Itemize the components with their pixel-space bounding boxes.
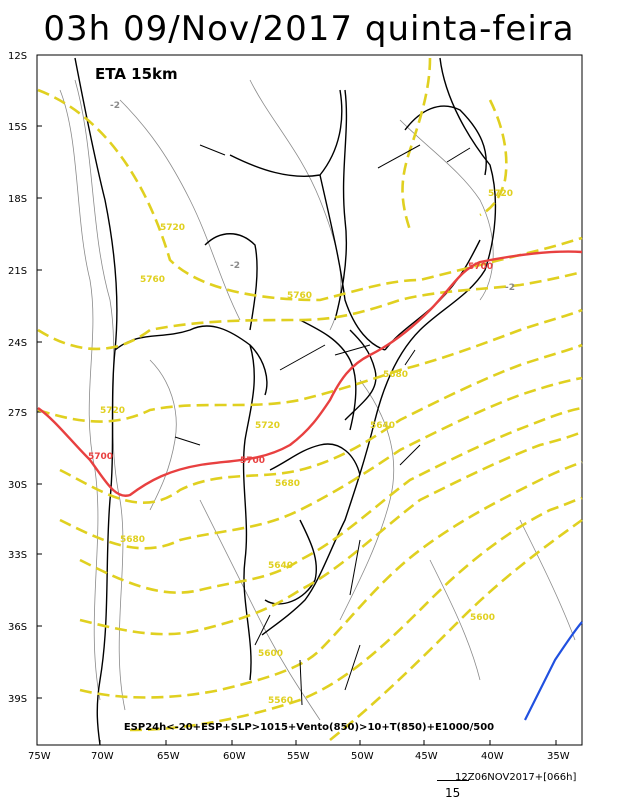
lat-ticks: 12S 15S 18S 21S 24S 27S 30S 33S 36S 39S — [8, 51, 42, 705]
contour-label: -2 — [505, 283, 515, 293]
lat-label: 30S — [8, 480, 27, 491]
contour-label: 5760 — [140, 275, 165, 285]
lat-label: 21S — [8, 266, 27, 277]
contour-label: 5680 — [383, 370, 408, 380]
contour-label: 5600 — [470, 613, 495, 623]
contour-label: 5680 — [120, 535, 145, 545]
lon-label: 75W — [28, 751, 51, 762]
thickness-contours — [37, 57, 583, 742]
slp-labels: -2 -2 -2 — [110, 101, 515, 293]
contour-label: -2 — [110, 101, 120, 111]
lat-label: 12S — [8, 51, 27, 62]
wind-vectors — [174, 144, 471, 706]
lon-label: 40W — [481, 751, 504, 762]
contour-label: 5720 — [100, 406, 125, 416]
lon-label: 70W — [91, 751, 114, 762]
contour-label: 5700 — [88, 452, 113, 462]
contour-label: 5760 — [287, 291, 312, 301]
contour-label: 5560 — [268, 696, 293, 706]
lat-label: 15S — [8, 122, 27, 133]
contour-label: 5640 — [370, 421, 395, 431]
lat-label: 27S — [8, 408, 27, 419]
contour-label: 5680 — [275, 479, 300, 489]
lon-label: 60W — [223, 751, 246, 762]
lat-label: 39S — [8, 694, 27, 705]
lon-label: 65W — [157, 751, 180, 762]
contour-label: 5700 — [468, 262, 493, 272]
lat-label: 18S — [8, 194, 27, 205]
field-legend: ESP24h<-20+ESP+SLP>1015+Vento(850)>10+T(… — [123, 722, 495, 733]
model-label: ETA 15km — [95, 65, 178, 83]
lat-label: 24S — [8, 338, 27, 349]
run-timestamp: 12Z06NOV2017+[066h] — [455, 772, 577, 783]
thickness-labels: 5760 5720 5720 5680 5640 5600 5560 5720 … — [100, 189, 513, 706]
contour-label: 5600 — [258, 649, 283, 659]
contour-label: 5720 — [255, 421, 280, 431]
lon-label: 50W — [351, 751, 374, 762]
coastline — [261, 57, 497, 636]
lon-ticks: 75W 70W 65W 60W 55W 50W 45W 40W 35W — [28, 740, 570, 762]
thickness-5700-line — [37, 250, 583, 497]
lat-label: 33S — [8, 550, 27, 561]
wind-scale-value: 15 — [445, 786, 461, 800]
contour-label: 5720 — [488, 189, 513, 199]
contour-label: -2 — [230, 261, 240, 271]
political-borders — [74, 57, 487, 746]
contour-label: 5700 — [240, 456, 265, 466]
lon-label: 55W — [287, 751, 310, 762]
lat-label: 36S — [8, 622, 27, 633]
contour-label: 5720 — [160, 223, 185, 233]
plot-border — [36, 54, 583, 746]
contour-label: 5640 — [268, 561, 293, 571]
lon-label: 45W — [415, 751, 438, 762]
temperature-line — [524, 621, 583, 721]
thickness-5700-labels: 5700 5700 5700 — [88, 262, 493, 466]
lon-label: 35W — [547, 751, 570, 762]
wind-scale-bar — [437, 780, 469, 781]
map-title: 03h 09/Nov/2017 quinta-feira — [43, 9, 575, 49]
